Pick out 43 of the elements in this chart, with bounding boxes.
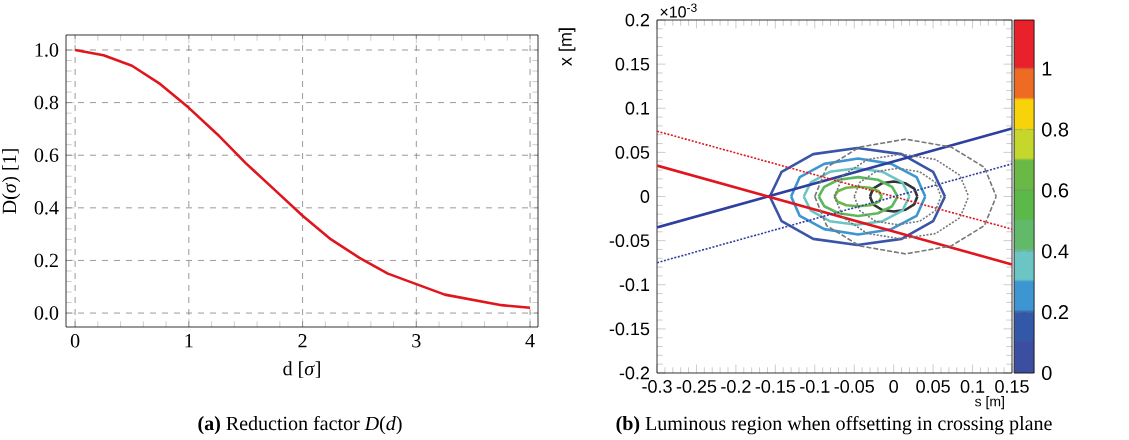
x-tick-label: -0.3	[642, 380, 672, 393]
x-tick-label: -0.15	[755, 380, 796, 393]
y-tick-label: -0.1	[619, 278, 650, 292]
color-bar-label: 1	[1042, 61, 1052, 76]
x-tick-label: 3	[412, 334, 421, 348]
color-bar-label: 0.8	[1041, 122, 1069, 137]
x-tick-label: -0.25	[676, 380, 717, 393]
y-tick-label: 0.6	[34, 148, 59, 163]
text: (a) Reduction factor D(d)	[198, 415, 402, 435]
y-tick-label: 0.15	[615, 57, 650, 71]
y-tick-label: 0.2	[625, 13, 650, 27]
x-tick-label: 2	[298, 334, 307, 348]
color-bar-label: 0.2	[1041, 305, 1069, 320]
x-tick-label: -0.1	[800, 380, 830, 393]
x-tick-label: 1	[185, 334, 193, 348]
x-tick-label: -0.2	[721, 380, 751, 393]
y-tick-label: 0.1	[625, 101, 650, 115]
x-tick-label: 0.05	[916, 380, 950, 393]
y-axis-title: D(σ) [1]	[2, 149, 21, 214]
text: (b) Luminous region when offsetting in crossing plane	[616, 415, 1052, 435]
x-axis-title: s [m]	[974, 396, 1004, 410]
y-tick-label: 0.2	[34, 253, 58, 268]
text: ×10$^{-3}$	[660, 3, 697, 18]
y-tick-label: 1.0	[35, 43, 59, 57]
x-tick-label: 0	[70, 334, 80, 348]
y-axis-title: x [m]	[558, 28, 576, 66]
color-bar-label: 0	[1041, 365, 1052, 381]
y-tick-label: -0.15	[609, 322, 650, 336]
y-tick-label: 0.05	[615, 146, 650, 159]
x-tick-label: 4	[525, 334, 535, 348]
x-tick-label: 0.1	[960, 380, 985, 393]
x-axis-title: d [σ]	[283, 361, 320, 378]
y-tick-label: 0.4	[34, 201, 59, 215]
color-bar-label: 0.6	[1041, 183, 1069, 198]
y-tick-label: 0.0	[34, 306, 59, 320]
x-tick-label: 0.15	[995, 380, 1029, 393]
color-bar-label: 0.4	[1041, 244, 1069, 259]
x-tick-label: -0.05	[834, 380, 874, 393]
y-tick-label: 0.8	[34, 95, 59, 110]
y-tick-label: -0.2	[619, 366, 650, 380]
y-tick-label: -0.05	[609, 234, 650, 248]
x-tick-label: 0	[889, 380, 898, 393]
y-tick-label: 0	[640, 190, 650, 203]
